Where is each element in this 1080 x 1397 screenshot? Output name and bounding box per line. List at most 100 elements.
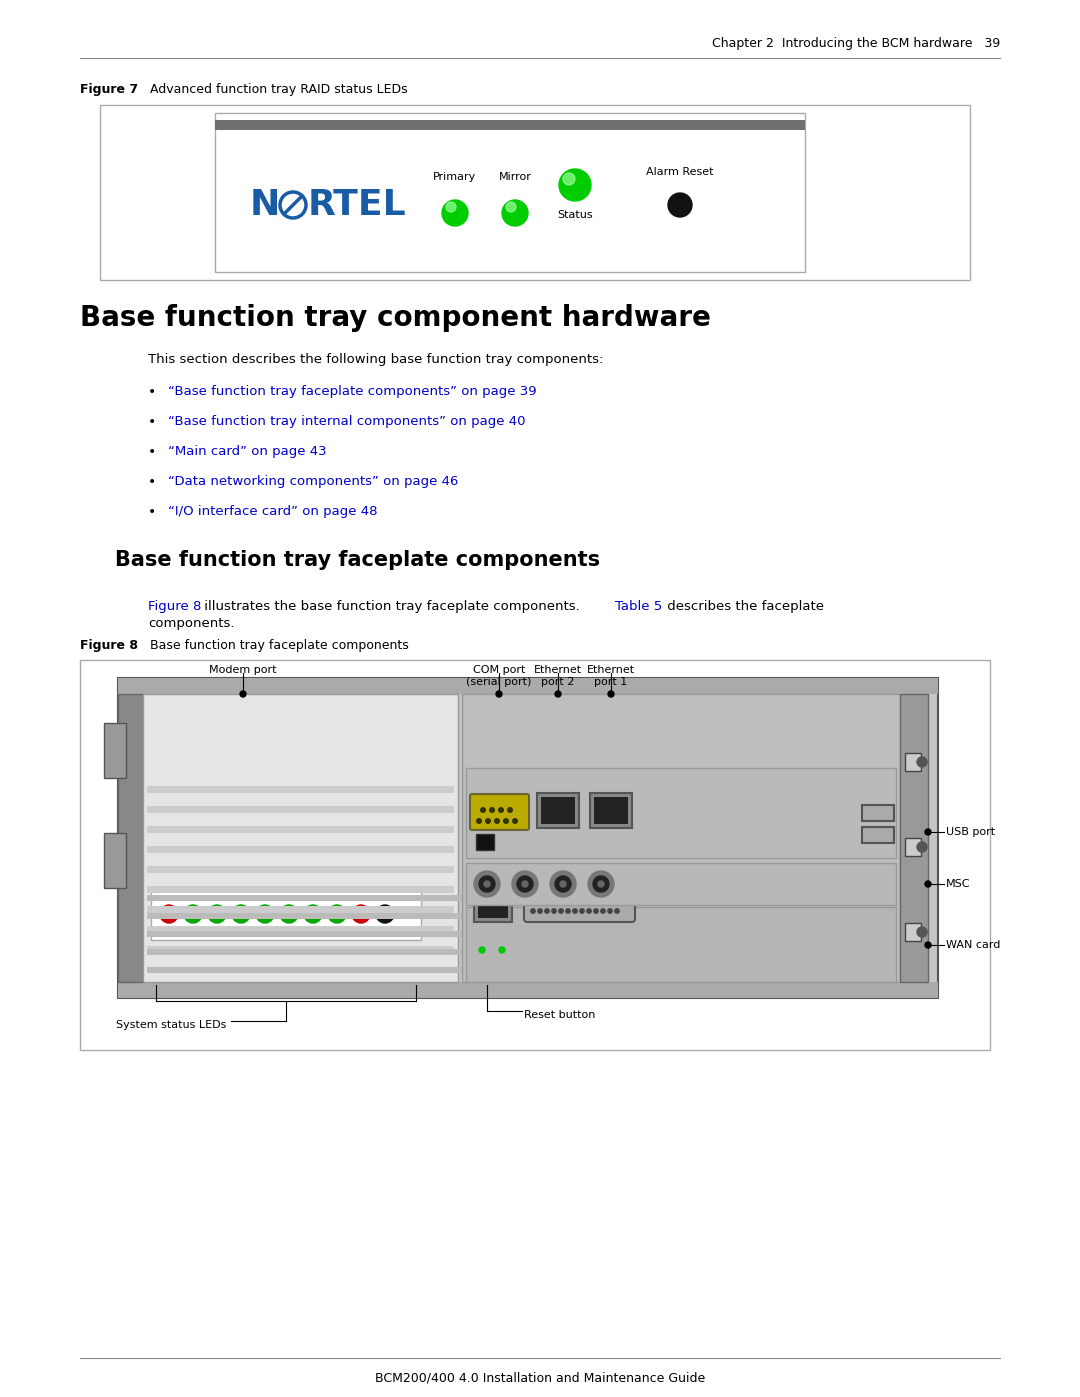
Circle shape xyxy=(486,819,490,823)
Text: Status: Status xyxy=(557,210,593,219)
Circle shape xyxy=(604,895,608,900)
Circle shape xyxy=(522,882,528,887)
Circle shape xyxy=(550,870,576,897)
Text: Ethernet
port 2: Ethernet port 2 xyxy=(534,665,582,686)
FancyBboxPatch shape xyxy=(470,793,529,830)
Bar xyxy=(143,694,458,982)
Bar xyxy=(147,949,612,956)
Bar xyxy=(147,847,454,854)
Text: “Main card” on page 43: “Main card” on page 43 xyxy=(168,446,326,458)
Text: COM port
(serial port): COM port (serial port) xyxy=(467,665,531,686)
Bar xyxy=(465,907,896,982)
Text: Chapter 2  Introducing the BCM hardware   39: Chapter 2 Introducing the BCM hardware 3… xyxy=(712,38,1000,50)
Circle shape xyxy=(352,905,370,923)
Circle shape xyxy=(330,908,337,914)
Circle shape xyxy=(508,807,512,812)
Text: “I/O interface card” on page 48: “I/O interface card” on page 48 xyxy=(168,506,378,518)
Bar xyxy=(900,694,928,982)
Circle shape xyxy=(187,908,193,914)
Circle shape xyxy=(259,908,265,914)
Text: Mirror: Mirror xyxy=(499,172,531,182)
Text: illustrates the base function tray faceplate components.: illustrates the base function tray facep… xyxy=(200,599,584,613)
Circle shape xyxy=(615,909,619,914)
Circle shape xyxy=(559,169,591,201)
Text: WAN card: WAN card xyxy=(946,940,1000,950)
FancyBboxPatch shape xyxy=(524,875,635,922)
Bar xyxy=(118,678,939,694)
Bar xyxy=(215,120,805,130)
Circle shape xyxy=(917,842,927,852)
Circle shape xyxy=(481,807,485,812)
Circle shape xyxy=(588,870,615,897)
Circle shape xyxy=(499,807,503,812)
Bar xyxy=(118,694,143,982)
Text: System status LEDs: System status LEDs xyxy=(116,1020,226,1030)
Circle shape xyxy=(480,876,495,893)
Circle shape xyxy=(917,757,927,767)
Circle shape xyxy=(211,908,217,914)
Bar xyxy=(147,907,454,914)
Circle shape xyxy=(496,692,502,697)
Text: Primary: Primary xyxy=(433,172,476,182)
Bar xyxy=(465,768,896,858)
Bar xyxy=(151,888,421,940)
Text: USB port: USB port xyxy=(946,827,995,837)
Bar xyxy=(147,967,612,972)
Bar xyxy=(474,888,512,922)
Circle shape xyxy=(184,905,202,923)
Circle shape xyxy=(499,947,505,953)
Circle shape xyxy=(555,692,561,697)
Circle shape xyxy=(566,909,570,914)
Bar xyxy=(862,805,894,821)
Circle shape xyxy=(240,692,246,697)
Circle shape xyxy=(544,909,550,914)
Text: components.: components. xyxy=(148,617,234,630)
Circle shape xyxy=(598,882,604,887)
Circle shape xyxy=(669,193,692,217)
Bar xyxy=(215,113,805,272)
Circle shape xyxy=(552,909,556,914)
Circle shape xyxy=(517,876,534,893)
Circle shape xyxy=(590,895,594,900)
Circle shape xyxy=(555,876,571,893)
Circle shape xyxy=(530,909,536,914)
Circle shape xyxy=(160,905,178,923)
Text: “Base function tray faceplate components” on page 39: “Base function tray faceplate components… xyxy=(168,386,537,398)
Bar xyxy=(147,895,612,901)
Text: •: • xyxy=(148,475,157,489)
Circle shape xyxy=(502,200,528,226)
Bar xyxy=(147,930,612,937)
Bar xyxy=(147,926,454,933)
Text: Base function tray faceplate components: Base function tray faceplate components xyxy=(150,640,408,652)
Circle shape xyxy=(355,908,361,914)
Text: “Data networking components” on page 46: “Data networking components” on page 46 xyxy=(168,475,458,489)
Bar xyxy=(118,982,939,997)
Text: •: • xyxy=(148,504,157,520)
Circle shape xyxy=(280,905,298,923)
Circle shape xyxy=(608,909,612,914)
Text: BCM200/400 4.0 Installation and Maintenance Guide: BCM200/400 4.0 Installation and Maintena… xyxy=(375,1372,705,1384)
Text: RTEL: RTEL xyxy=(308,189,407,222)
Circle shape xyxy=(548,895,552,900)
Circle shape xyxy=(328,905,346,923)
Circle shape xyxy=(597,895,602,900)
Bar xyxy=(590,793,632,828)
Text: •: • xyxy=(148,415,157,429)
Circle shape xyxy=(569,895,573,900)
Text: •: • xyxy=(148,386,157,400)
Circle shape xyxy=(541,895,545,900)
Circle shape xyxy=(474,870,500,897)
Bar xyxy=(905,838,921,856)
Circle shape xyxy=(513,819,517,823)
Bar xyxy=(147,806,454,813)
Text: Figure 8: Figure 8 xyxy=(80,640,138,652)
Bar xyxy=(476,834,494,849)
Bar xyxy=(104,724,126,778)
Bar xyxy=(541,798,575,824)
Bar xyxy=(80,659,990,1051)
Text: Base function tray component hardware: Base function tray component hardware xyxy=(80,305,711,332)
Circle shape xyxy=(534,895,538,900)
Circle shape xyxy=(256,905,274,923)
Bar xyxy=(465,863,896,905)
Text: N: N xyxy=(249,189,281,222)
